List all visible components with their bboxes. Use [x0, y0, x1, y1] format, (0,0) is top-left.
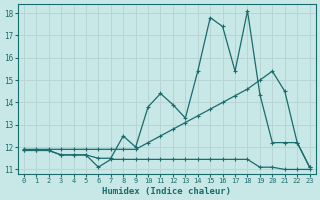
- X-axis label: Humidex (Indice chaleur): Humidex (Indice chaleur): [102, 187, 231, 196]
